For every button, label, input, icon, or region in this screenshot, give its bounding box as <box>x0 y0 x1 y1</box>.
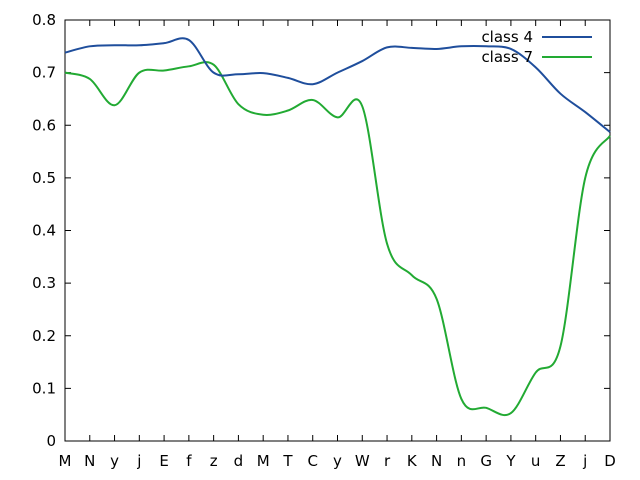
series-line-class-7 <box>64 61 611 417</box>
x-tick-label: j <box>582 452 587 470</box>
x-tick-label: y <box>110 452 119 470</box>
y-tick-label: 0 <box>46 432 56 450</box>
x-tick-label: y <box>333 452 342 470</box>
legend-label: class 7 <box>481 48 533 66</box>
x-tick-label: C <box>307 452 317 470</box>
x-tick-label: Y <box>505 452 516 470</box>
y-tick-label: 0.6 <box>32 116 56 134</box>
x-tick-label: n <box>457 452 467 470</box>
y-tick-label: 0.3 <box>32 274 56 292</box>
legend: class 4 class 7 <box>481 28 592 66</box>
x-tick-label: j <box>136 452 141 470</box>
x-tick-label: r <box>384 452 391 470</box>
y-tick-label: 0.1 <box>32 379 56 397</box>
x-tick-label: u <box>531 452 541 470</box>
x-tick-label: d <box>234 452 244 470</box>
series-line-class-4 <box>64 37 611 133</box>
y-tick-label: 0.2 <box>32 327 56 345</box>
x-tick-label: T <box>282 452 293 470</box>
x-tick-label: N <box>84 452 95 470</box>
y-tick-label: 0.4 <box>32 222 56 240</box>
x-tick-label: G <box>480 452 492 470</box>
plot-frame <box>64 19 611 442</box>
x-tick-label: W <box>355 452 370 470</box>
x-tick-label: M <box>59 452 72 470</box>
legend-label: class 4 <box>481 28 533 46</box>
x-tick-label: M <box>257 452 270 470</box>
series-layer <box>64 37 611 417</box>
x-tick-label: f <box>186 452 192 470</box>
x-tick-label: Z <box>555 452 565 470</box>
y-axis-ticks: 0 0.1 0.2 0.3 0.4 0.5 0.6 0.7 0.8 <box>32 11 610 450</box>
x-tick-label: z <box>210 452 218 470</box>
y-tick-label: 0.7 <box>32 64 56 82</box>
y-tick-label: 0.8 <box>32 11 56 29</box>
x-tick-label: D <box>604 452 616 470</box>
x-tick-label: K <box>407 452 418 470</box>
y-tick-label: 0.5 <box>32 169 56 187</box>
x-tick-label: N <box>431 452 442 470</box>
plot-border <box>64 19 611 442</box>
x-tick-label: E <box>159 452 168 470</box>
